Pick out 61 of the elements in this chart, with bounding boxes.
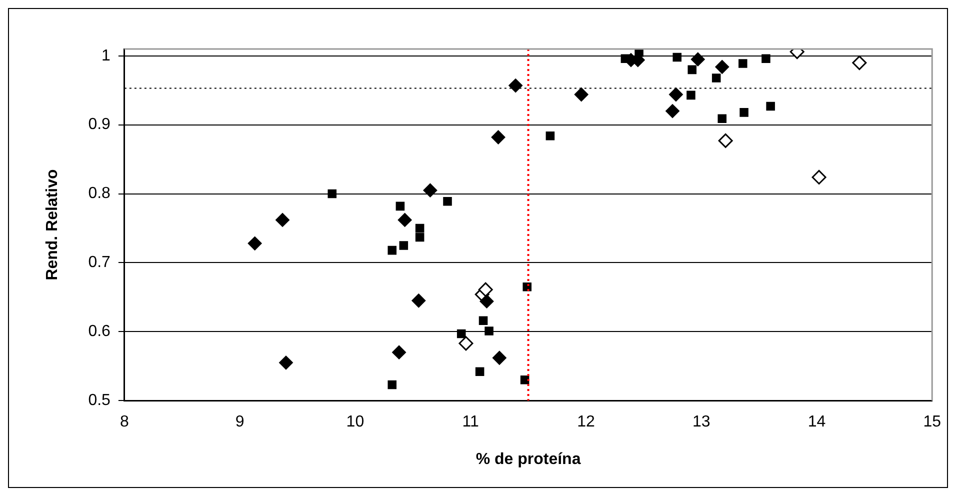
- point: [766, 102, 775, 111]
- point: [475, 367, 484, 376]
- point: [328, 189, 337, 198]
- point: [478, 316, 488, 326]
- x-tick-label: 14: [808, 414, 826, 431]
- point: [458, 336, 474, 351]
- x-tick-label: 10: [346, 414, 364, 431]
- point: [574, 88, 588, 102]
- point: [762, 54, 770, 64]
- point: [492, 350, 506, 365]
- point: [484, 326, 494, 336]
- y-axis-title: Rend. Relativo: [44, 169, 62, 280]
- point: [415, 232, 424, 242]
- point: [443, 196, 452, 206]
- chart-frame: % de proteína Rend. Relativo 8 9 10 11 12 13 14 15 0.5 0.6 0.7 0.8 0.9 1: [8, 8, 948, 488]
- x-tick-label: 8: [120, 414, 129, 431]
- point: [248, 236, 262, 250]
- x-tick-label: 12: [577, 414, 595, 431]
- point: [738, 59, 748, 68]
- y-tick-label: 0.8: [88, 185, 111, 202]
- y-tick-label: 0.7: [88, 254, 111, 272]
- point: [690, 52, 705, 66]
- point: [712, 74, 721, 82]
- x-tick-label: 15: [923, 414, 942, 431]
- point: [412, 294, 426, 308]
- point: [852, 56, 867, 70]
- point: [396, 202, 405, 211]
- point: [672, 52, 682, 62]
- point: [812, 170, 826, 184]
- point: [718, 133, 733, 148]
- y-tick-label: 0.6: [88, 323, 111, 340]
- point: [520, 376, 530, 384]
- point: [480, 294, 494, 308]
- point: [688, 65, 696, 74]
- point: [399, 241, 408, 250]
- point: [276, 212, 290, 227]
- point: [686, 90, 696, 100]
- point: [508, 78, 523, 93]
- point: [415, 224, 424, 233]
- point: [388, 246, 397, 255]
- point: [398, 212, 412, 227]
- point: [718, 114, 726, 124]
- y-tick-label: 0.5: [88, 392, 111, 410]
- point: [478, 282, 493, 297]
- y-tick-label: 1: [102, 47, 111, 64]
- y-tick-label: 0.9: [88, 116, 111, 134]
- x-tick-label: 11: [462, 414, 479, 431]
- point: [392, 345, 406, 360]
- point: [740, 108, 748, 117]
- x-tick-label: 13: [692, 414, 710, 431]
- point: [491, 130, 506, 144]
- x-tick-label: 9: [235, 414, 244, 431]
- point: [423, 183, 438, 198]
- point: [546, 131, 555, 140]
- point: [715, 60, 730, 74]
- x-axis-title: % de proteína: [476, 450, 581, 468]
- point: [456, 329, 466, 338]
- point: [278, 356, 293, 370]
- point: [388, 380, 397, 390]
- point: [668, 88, 683, 102]
- point: [665, 104, 680, 118]
